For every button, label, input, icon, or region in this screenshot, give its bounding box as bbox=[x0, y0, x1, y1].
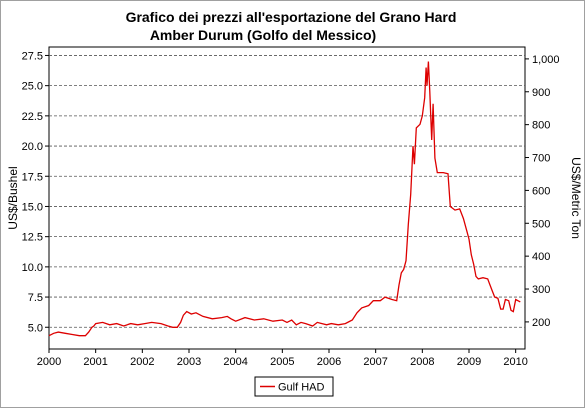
y-axis-label-left: US$/Bushel bbox=[6, 166, 20, 229]
y-tick-label: 7.5 bbox=[28, 292, 43, 304]
x-tick-label: 2004 bbox=[223, 356, 247, 368]
x-tick-label: 2010 bbox=[503, 356, 527, 368]
y-tick-label: 17.5 bbox=[22, 171, 43, 183]
y-right-tick-label: 900 bbox=[532, 87, 550, 99]
y-right-tick-label: 400 bbox=[532, 251, 550, 263]
y-tick-label: 5.0 bbox=[28, 322, 43, 334]
x-tick-label: 2008 bbox=[410, 356, 434, 368]
x-axis: 2000 2001 2002 2003 2004 2005 2006 2007 2008 2009… bbox=[37, 349, 528, 368]
y-tick-label: 10.0 bbox=[22, 262, 43, 274]
x-tick-label: 2000 bbox=[37, 356, 61, 368]
left-axis: 5.0 7.5 10.0 12.5 15.0 17.5 20.0 22.5 25.0 27.5 bbox=[22, 50, 49, 334]
grid-lines bbox=[49, 55, 525, 328]
legend-box bbox=[254, 376, 334, 397]
plot-area bbox=[48, 46, 526, 350]
y-right-tick-label: 600 bbox=[532, 185, 550, 197]
x-tick-label: 2003 bbox=[177, 356, 201, 368]
y-tick-label: 20.0 bbox=[22, 141, 43, 153]
y-right-tick-label: 500 bbox=[532, 218, 550, 230]
x-tick-label: 2005 bbox=[270, 356, 294, 368]
y-right-tick-label: 300 bbox=[532, 284, 550, 296]
y-right-tick-label: 800 bbox=[532, 120, 550, 132]
x-tick-label: 2007 bbox=[363, 356, 387, 368]
y-right-tick-label: 700 bbox=[532, 153, 550, 165]
x-tick-label: 2006 bbox=[317, 356, 341, 368]
legend: Gulf HAD bbox=[254, 376, 334, 397]
y-tick-label: 27.5 bbox=[22, 50, 43, 62]
y-tick-label: 22.5 bbox=[22, 111, 43, 123]
legend-label-gulf-had: Gulf HAD bbox=[278, 382, 325, 394]
chart-title: Grafico dei prezzi all'esportazione del … bbox=[126, 9, 457, 25]
y-tick-label: 15.0 bbox=[22, 201, 43, 213]
right-axis: 200 300 400 500 600 700 800 900 1,000 bbox=[525, 54, 560, 329]
series-line-gulf-had bbox=[48, 61, 521, 337]
y-right-tick-label: 200 bbox=[532, 317, 550, 329]
y-tick-label: 12.5 bbox=[22, 232, 43, 244]
y-right-tick-label: 1,000 bbox=[532, 54, 560, 66]
chart-subtitle: Amber Durum (Golfo del Messico) bbox=[150, 27, 376, 43]
x-tick-label: 2009 bbox=[457, 356, 481, 368]
x-tick-label: 2002 bbox=[130, 356, 154, 368]
x-tick-label: 2001 bbox=[83, 356, 107, 368]
y-axis-label-right: US$/Metric Ton bbox=[569, 157, 583, 239]
y-tick-label: 25.0 bbox=[22, 81, 43, 93]
